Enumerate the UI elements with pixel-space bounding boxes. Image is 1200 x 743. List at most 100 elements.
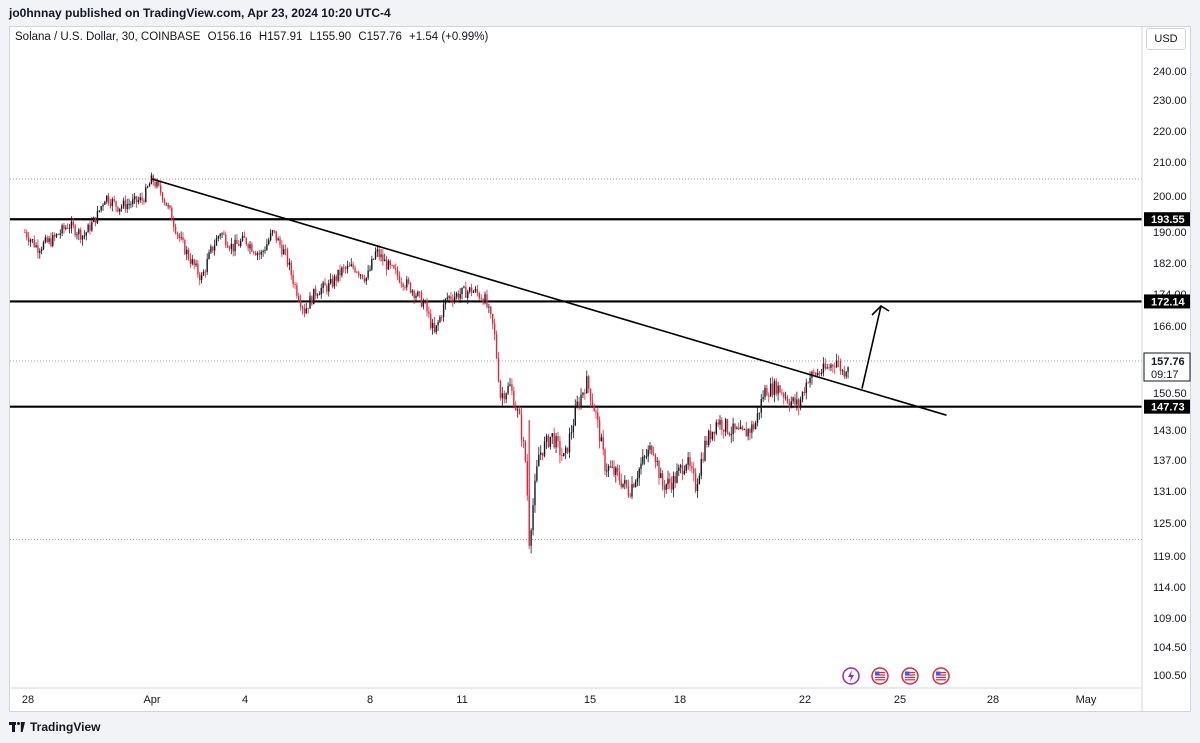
candle-115 [238,240,240,247]
candle-body [277,238,279,241]
candle-body [516,409,519,411]
candle-344 [665,483,667,494]
candle-body [46,237,48,242]
candle-364 [702,452,704,464]
time-tick: 22 [799,694,811,706]
candle-body [26,232,28,238]
candle-130 [266,238,268,251]
lightning-icon[interactable] [842,667,860,685]
candle-body [709,430,712,440]
candle-403 [775,378,777,397]
price-tick: 137.00 [1153,455,1187,467]
candle-135 [275,231,277,244]
candle-body [158,181,160,186]
candle-143 [290,260,292,280]
candle-116 [239,238,242,248]
candle-91 [193,258,195,270]
candle-body [660,473,662,479]
candle-body [674,475,676,483]
candle-369 [711,431,714,441]
candle-205 [406,275,408,291]
candle-105 [219,232,221,240]
us-flag-icon[interactable] [932,667,950,685]
candle-6 [35,242,37,249]
candle-body [430,313,432,329]
candle-291 [568,427,571,459]
candle-body [298,296,300,301]
candle-19 [59,229,61,239]
candle-body [380,254,382,258]
candle-body [35,245,37,247]
candle-395 [760,394,762,419]
candle-114 [236,234,238,245]
candle-body [117,206,119,212]
candle-437 [839,358,842,375]
candle-134 [273,230,276,234]
us-flag-icon-stripe [905,679,915,681]
candle-328 [636,471,639,487]
candle-body [225,234,227,246]
candle-body [70,221,73,229]
candle-304 [593,403,595,412]
candle-151 [305,302,307,314]
candle-246 [482,297,484,306]
candle-285 [557,431,559,448]
candle-221 [435,325,437,335]
candle-body [611,466,613,468]
candle-233 [457,290,460,302]
candle-250 [490,305,492,319]
candle-269 [526,454,528,501]
candle-body [178,234,180,239]
us-flag-icon[interactable] [871,667,889,685]
candle-body [387,260,390,270]
candle-298 [582,392,584,399]
candle-63 [141,192,143,205]
candle-body [316,294,319,296]
legend-symbol: Solana / U.S. Dollar, 30, COINBASE [15,31,201,43]
candle-body [572,425,575,433]
candle-body [580,394,582,406]
candle-body [654,454,657,462]
candle-407 [783,391,785,405]
candle-body [708,430,710,446]
candle-48 [113,195,115,203]
us-flag-icon[interactable] [901,667,919,685]
candle-body [80,229,82,240]
candle-137 [279,235,281,249]
candle-353 [681,458,684,481]
candle-body [792,397,794,402]
candle-153 [309,292,311,309]
tradingview-logo[interactable]: TradingView [9,720,100,734]
candle-274 [536,459,538,483]
candle-body [89,224,91,231]
candle-25 [70,216,73,234]
candle-body [204,271,207,273]
candle-334 [647,445,649,463]
candle-29 [78,227,80,241]
chart-panel[interactable] [9,26,1191,712]
candle-body [834,366,836,368]
candle-body [174,226,177,233]
candle-body [698,475,701,485]
candle-78 [169,204,171,211]
candle-body [359,274,362,276]
currency-button[interactable]: USD [1146,28,1186,50]
candle-body [437,322,439,326]
candle-410 [788,398,791,412]
candle-body [120,206,123,209]
candle-body [210,246,212,253]
candle-body [645,456,648,458]
candle-body [685,464,687,471]
candle-203 [402,282,404,291]
candle-body [133,196,136,200]
candle-345 [667,470,669,490]
candle-155 [313,288,315,305]
candle-body [665,484,667,490]
candle-body [618,471,621,481]
candle-440 [845,370,847,379]
candle-body [294,284,296,286]
candle-108 [225,231,227,249]
candle-body [798,399,800,408]
candle-99 [208,249,210,260]
